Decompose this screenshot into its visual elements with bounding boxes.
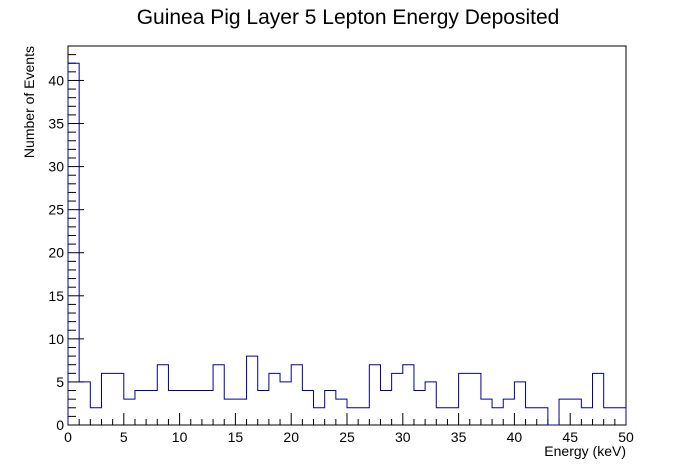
chart-title: Guinea Pig Layer 5 Lepton Energy Deposit… [137, 6, 560, 29]
histogram-bin [414, 391, 425, 425]
y-tick-label: 5 [56, 374, 64, 390]
histogram-series-line [67, 62, 627, 426]
histogram-bins [68, 63, 626, 425]
x-tick-label: 25 [339, 429, 355, 445]
y-tick-label: 20 [48, 245, 64, 261]
y-tick-label: 15 [48, 288, 64, 304]
histogram-bin [470, 373, 481, 425]
histogram-bin [347, 408, 358, 425]
histogram-bin [291, 365, 302, 425]
histogram-bin [537, 408, 548, 425]
histogram-bin [593, 373, 604, 425]
histogram-bin [503, 399, 514, 425]
histogram-bin [559, 399, 570, 425]
x-tick-label: 35 [451, 429, 467, 445]
histogram-bin [79, 382, 90, 425]
histogram-bin [492, 408, 503, 425]
x-tick-label: 40 [507, 429, 523, 445]
histogram-bin [224, 399, 235, 425]
histogram-bin [258, 391, 269, 425]
x-tick-label: 50 [618, 429, 634, 445]
histogram-bin [101, 373, 112, 425]
x-tick-label: 15 [228, 429, 244, 445]
histogram-bin [157, 365, 168, 425]
histogram-bin [202, 391, 213, 425]
histogram-bin [168, 391, 179, 425]
y-axis-label: Number of Events [21, 46, 37, 158]
histogram-bin [135, 391, 146, 425]
histogram-bin [68, 63, 79, 425]
histogram-bin [146, 391, 157, 425]
histogram-bin [447, 408, 458, 425]
histogram-bin [392, 373, 403, 425]
histogram-bin [526, 408, 537, 425]
histogram-bin [269, 373, 280, 425]
y-tick-label: 10 [48, 331, 64, 347]
histogram-bin [481, 399, 492, 425]
histogram-bin [113, 373, 124, 425]
histogram-bin [280, 382, 291, 425]
y-tick-label: 35 [48, 116, 64, 132]
histogram-bin [336, 399, 347, 425]
histogram-bin [247, 356, 258, 425]
plot-frame [67, 45, 627, 426]
histogram-bin [425, 382, 436, 425]
histogram-bin [570, 399, 581, 425]
histogram-bin [124, 399, 135, 425]
y-tick-label: 25 [48, 202, 64, 218]
histogram-bin [358, 408, 369, 425]
y-axis: 0 5 10 15 20 25 30 35 40 [48, 45, 84, 433]
histogram-bin [302, 391, 313, 425]
histogram-bin [459, 373, 470, 425]
x-axis: 0 5 10 15 20 25 30 35 40 45 50 [64, 413, 634, 445]
y-tick-label: 0 [56, 417, 64, 433]
histogram-bin [436, 408, 447, 425]
histogram-bin [325, 391, 336, 425]
histogram-bin [213, 365, 224, 425]
x-axis-label: Energy (keV) [544, 443, 626, 459]
histogram-bin [403, 365, 414, 425]
histogram-bin [369, 365, 380, 425]
x-tick-label: 10 [172, 429, 188, 445]
histogram-bin [314, 408, 325, 425]
x-tick-label: 0 [64, 429, 72, 445]
histogram-bin [604, 408, 615, 425]
histogram-bin [380, 391, 391, 425]
x-tick-label: 30 [395, 429, 411, 445]
x-tick-label: 20 [283, 429, 299, 445]
histogram-bin [180, 391, 191, 425]
histogram-bin [90, 408, 101, 425]
histogram-bin [581, 408, 592, 425]
histogram-bin [615, 408, 626, 425]
x-tick-label: 45 [562, 429, 578, 445]
histogram-bin [191, 391, 202, 425]
histogram-bin [235, 399, 246, 425]
x-tick-label: 5 [120, 429, 128, 445]
histogram-bin [514, 382, 525, 425]
y-tick-label: 40 [48, 72, 64, 88]
y-tick-label: 30 [48, 159, 64, 175]
